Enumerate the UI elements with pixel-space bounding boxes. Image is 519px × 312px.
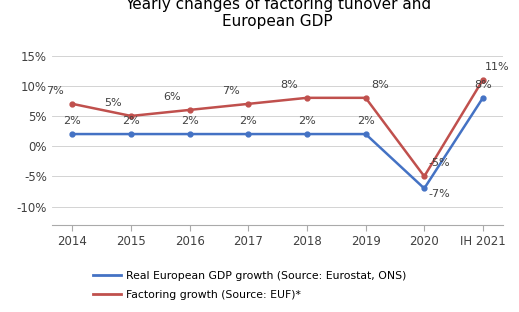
Text: 8%: 8%	[474, 80, 492, 90]
Text: 2%: 2%	[122, 116, 140, 126]
Factoring growth (Source: EUF)*: (7, 11): EUF)*: (7, 11)	[480, 78, 486, 81]
Text: -7%: -7%	[428, 189, 450, 199]
Real European GDP growth (Source: Eurostat, ONS): (0, 2): Eurostat, ONS): (0, 2)	[70, 132, 76, 136]
Factoring growth (Source: EUF)*: (3, 7): EUF)*: (3, 7)	[245, 102, 252, 106]
Title: Yearly changes of factoring tunover and
European GDP: Yearly changes of factoring tunover and …	[125, 0, 431, 29]
Text: 2%: 2%	[181, 116, 199, 126]
Text: 7%: 7%	[222, 86, 240, 96]
Factoring growth (Source: EUF)*: (5, 8): EUF)*: (5, 8)	[362, 96, 368, 100]
Line: Real European GDP growth (Source: Eurostat, ONS): Real European GDP growth (Source: Eurost…	[70, 95, 485, 191]
Text: 8%: 8%	[372, 80, 389, 90]
Factoring growth (Source: EUF)*: (6, -5): EUF)*: (6, -5)	[421, 174, 427, 178]
Text: 2%: 2%	[298, 116, 316, 126]
Real European GDP growth (Source: Eurostat, ONS): (5, 2): Eurostat, ONS): (5, 2)	[362, 132, 368, 136]
Text: -5%: -5%	[428, 158, 450, 168]
Text: 6%: 6%	[163, 92, 181, 102]
Real European GDP growth (Source: Eurostat, ONS): (2, 2): Eurostat, ONS): (2, 2)	[187, 132, 193, 136]
Real European GDP growth (Source: Eurostat, ONS): (3, 2): Eurostat, ONS): (3, 2)	[245, 132, 252, 136]
Real European GDP growth (Source: Eurostat, ONS): (7, 8): Eurostat, ONS): (7, 8)	[480, 96, 486, 100]
Text: 2%: 2%	[63, 116, 81, 126]
Factoring growth (Source: EUF)*: (4, 8): EUF)*: (4, 8)	[304, 96, 310, 100]
Text: 7%: 7%	[46, 86, 64, 96]
Text: 5%: 5%	[105, 98, 122, 108]
Text: 11%: 11%	[485, 62, 510, 72]
Real European GDP growth (Source: Eurostat, ONS): (4, 2): Eurostat, ONS): (4, 2)	[304, 132, 310, 136]
Factoring growth (Source: EUF)*: (0, 7): EUF)*: (0, 7)	[70, 102, 76, 106]
Real European GDP growth (Source: Eurostat, ONS): (6, -7): Eurostat, ONS): (6, -7)	[421, 187, 427, 190]
Real European GDP growth (Source: Eurostat, ONS): (1, 2): Eurostat, ONS): (1, 2)	[128, 132, 134, 136]
Line: Factoring growth (Source: EUF)*: Factoring growth (Source: EUF)*	[70, 77, 485, 179]
Factoring growth (Source: EUF)*: (1, 5): EUF)*: (1, 5)	[128, 114, 134, 118]
Text: 2%: 2%	[239, 116, 257, 126]
Legend: Real European GDP growth (Source: Eurostat, ONS), Factoring growth (Source: EUF): Real European GDP growth (Source: Eurost…	[93, 271, 406, 300]
Text: 8%: 8%	[280, 80, 298, 90]
Factoring growth (Source: EUF)*: (2, 6): EUF)*: (2, 6)	[187, 108, 193, 112]
Text: 2%: 2%	[357, 116, 375, 126]
